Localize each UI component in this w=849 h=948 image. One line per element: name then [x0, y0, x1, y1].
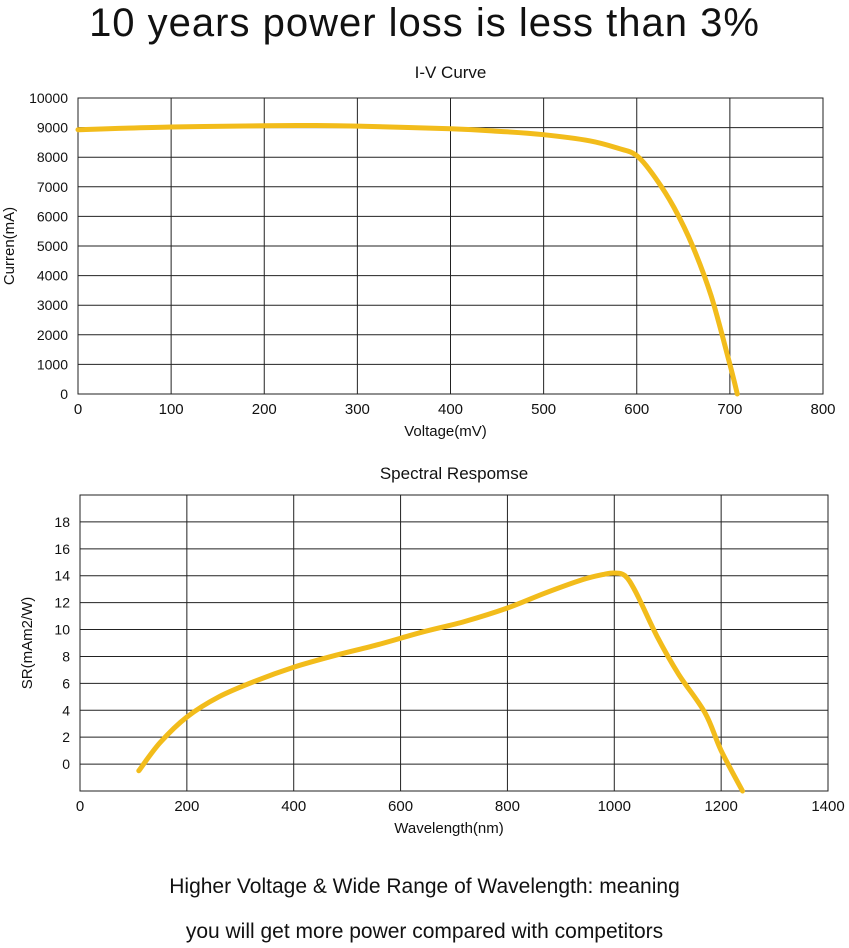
- chart-2-x-tick-label: 800: [495, 798, 520, 815]
- chart-1-x-tick-label: 400: [438, 401, 463, 418]
- chart-2-y-tick-label: 16: [54, 541, 70, 557]
- chart-1-x-tick-label: 500: [531, 401, 556, 418]
- chart-2-y-tick-label: 12: [54, 595, 70, 611]
- chart-1-x-tick-label: 100: [159, 401, 184, 418]
- chart-2-x-tick-label: 1200: [704, 798, 737, 815]
- chart-1-y-tick-label: 10000: [29, 90, 68, 106]
- chart-1-x-tick-label: 700: [717, 401, 742, 418]
- chart-1-x-axis-label: Voltage(mV): [404, 423, 487, 440]
- chart-2-x-tick-label: 200: [174, 798, 199, 815]
- chart-2-y-tick-label: 8: [62, 648, 70, 664]
- chart-2-x-tick-label: 1000: [598, 798, 631, 815]
- footer-line-2: you will get more power compared with co…: [185, 920, 664, 943]
- chart-1-x-tick-label: 800: [810, 401, 835, 418]
- chart-1-y-tick-label: 5000: [37, 238, 68, 254]
- chart-2-y-tick-label: 14: [54, 568, 70, 584]
- spectral-response-chart: Spectral Respomse 0 200 400 600 800 1000 1200 14…: [19, 464, 845, 837]
- chart-2-y-tick-label: 18: [54, 514, 70, 530]
- chart-2-series-line-0: [136, 570, 745, 794]
- chart-2-y-tick-label: 4: [62, 702, 70, 718]
- chart-2-x-tick-label: 600: [388, 798, 413, 815]
- chart-2-x-axis-label: Wavelength(nm): [394, 820, 503, 837]
- chart-2-x-tick-label: 400: [281, 798, 306, 815]
- chart-2-x-tick-label: 0: [76, 798, 84, 815]
- chart-1-y-tick-label: 6000: [37, 208, 68, 224]
- chart-1-x-tick-label: 600: [624, 401, 649, 418]
- chart-2-y-tick-label: 2: [62, 729, 70, 745]
- chart-2-frame: [79, 494, 829, 792]
- chart-2-title: Spectral Respomse: [380, 464, 528, 483]
- chart-1-y-tick-label: 7000: [37, 179, 68, 195]
- chart-1-y-axis-label: Curren(mA): [1, 207, 18, 285]
- chart-1-x-tick-label: 300: [345, 401, 370, 418]
- chart-1-y-tick-label: 3000: [37, 297, 68, 313]
- chart-2-y-tick-label: 6: [62, 675, 70, 691]
- chart-2-y-axis-label: SR(mAm2/W): [19, 597, 36, 690]
- chart-1-y-tick-label: 0: [60, 386, 68, 402]
- chart-1-title: I-V Curve: [415, 63, 487, 82]
- footer-line-1: Higher Voltage & Wide Range of Wavelengt…: [169, 875, 680, 898]
- chart-2-y-tick-label: 0: [62, 756, 70, 772]
- chart-2-x-tick-label: 1400: [811, 798, 844, 815]
- chart-1-y-tick-label: 2000: [37, 327, 68, 343]
- headline: 10 years power loss is less than 3%: [89, 1, 760, 45]
- chart-1-x-tick-label: 0: [74, 401, 82, 418]
- chart-1-y-tick-label: 4000: [37, 268, 68, 284]
- chart-2-y-tick-label: 10: [54, 622, 70, 638]
- chart-1-y-tick-label: 8000: [37, 149, 68, 165]
- chart-1-y-tick-label: 9000: [37, 120, 68, 136]
- chart-1-x-tick-label: 200: [252, 401, 277, 418]
- chart-1-y-tick-label: 1000: [37, 356, 68, 372]
- chart-1-series-line-0: [75, 123, 740, 397]
